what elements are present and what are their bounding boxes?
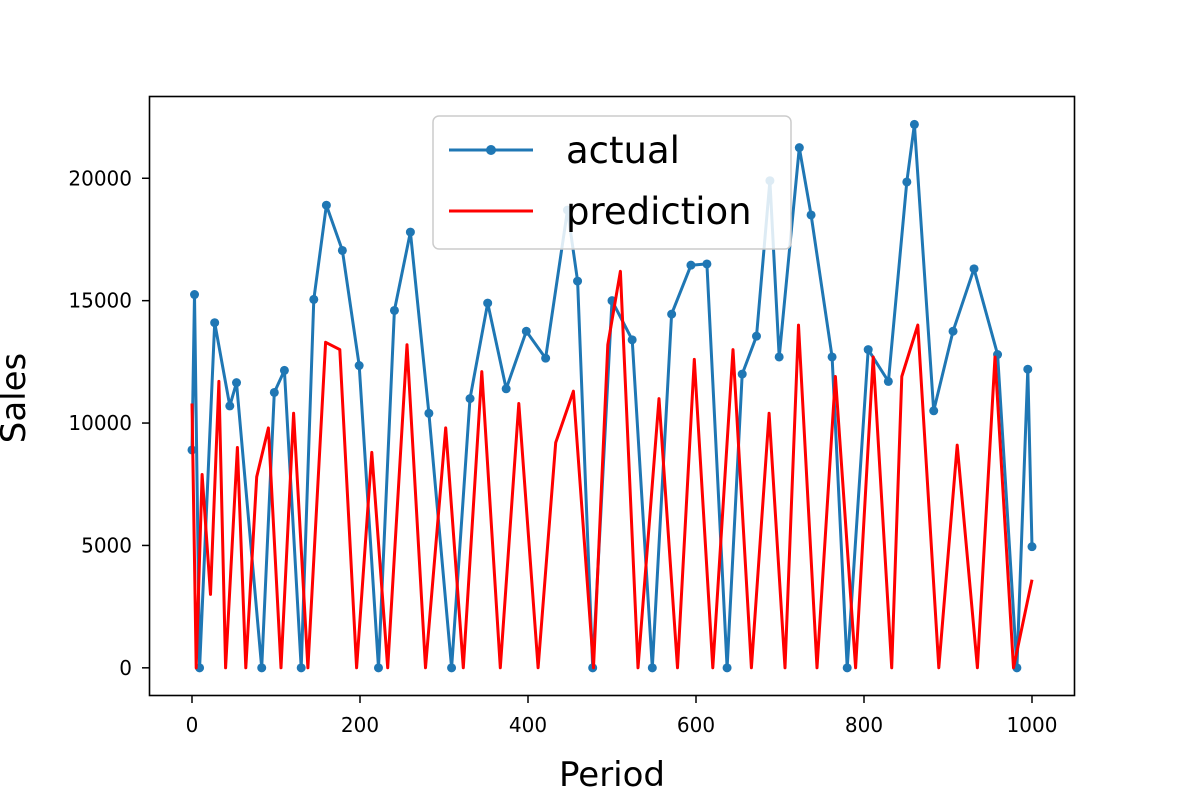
series-actual-point: [309, 294, 319, 304]
series-actual-point: [405, 227, 415, 237]
series-actual-point: [647, 663, 657, 673]
series-actual-point: [1023, 364, 1033, 374]
series-actual-point: [722, 663, 732, 673]
legend-actual-marker: [486, 145, 496, 155]
series-actual-point: [969, 264, 979, 274]
series-actual-point: [232, 378, 242, 388]
series-actual-point: [863, 345, 873, 355]
series-actual-point: [373, 663, 383, 673]
series-actual-point: [948, 326, 958, 336]
x-tick-label: 800: [845, 713, 883, 737]
series-actual-point: [1027, 542, 1037, 552]
series-actual-point: [794, 143, 804, 153]
series-actual-point: [269, 387, 279, 397]
series-actual-point: [501, 384, 511, 394]
series-actual-point: [483, 298, 493, 308]
y-tick-label: 15000: [68, 289, 132, 313]
series-actual-point: [883, 376, 893, 386]
series-actual-point: [190, 290, 200, 300]
series-actual-point: [737, 369, 747, 379]
y-axis-label: Sales: [0, 353, 34, 444]
legend-prediction-label: prediction: [566, 190, 752, 233]
x-tick-label: 1000: [1007, 713, 1058, 737]
series-actual-point: [465, 394, 475, 404]
x-tick-label: 0: [186, 713, 199, 737]
series-prediction-line: [190, 269, 1034, 670]
series-actual-point: [702, 259, 712, 269]
series-actual-point: [929, 406, 939, 416]
y-tick-label: 5000: [81, 533, 132, 557]
legend-actual-label: actual: [566, 129, 680, 172]
series-actual-point: [909, 119, 919, 129]
series-actual-point: [902, 177, 912, 187]
x-tick-label: 400: [509, 713, 547, 737]
y-tick-label: 10000: [68, 411, 132, 435]
series-actual-point: [573, 276, 583, 286]
series-actual-point: [210, 318, 220, 328]
series-actual-point: [667, 309, 677, 319]
series-actual-point: [279, 365, 289, 375]
x-axis-label: Period: [559, 755, 665, 795]
series-actual-point: [541, 353, 551, 363]
y-tick-label: 20000: [68, 166, 132, 190]
series-actual-point: [447, 663, 457, 673]
series-actual-point: [257, 663, 267, 673]
series-actual-point: [337, 245, 347, 255]
series-actual-point: [751, 331, 761, 341]
series-actual-point: [521, 326, 531, 336]
series-actual-point: [321, 200, 331, 210]
plot-frame: [148, 95, 1076, 697]
x-tick-label: 600: [677, 713, 715, 737]
series-actual-point: [827, 352, 837, 362]
legend: actual prediction: [432, 115, 792, 250]
y-tick-label: 0: [119, 656, 132, 680]
series-actual-point: [354, 361, 364, 371]
series-actual-point: [806, 210, 816, 220]
series-actual-point: [424, 408, 434, 418]
series-actual-point: [389, 305, 399, 315]
series-actual-point: [627, 335, 637, 345]
series-actual-point: [842, 663, 852, 673]
x-tick-label: 200: [341, 713, 379, 737]
series-actual-point: [225, 401, 235, 411]
series-actual-point: [296, 663, 306, 673]
series-actual-point: [686, 260, 696, 270]
series-actual-point: [774, 352, 784, 362]
